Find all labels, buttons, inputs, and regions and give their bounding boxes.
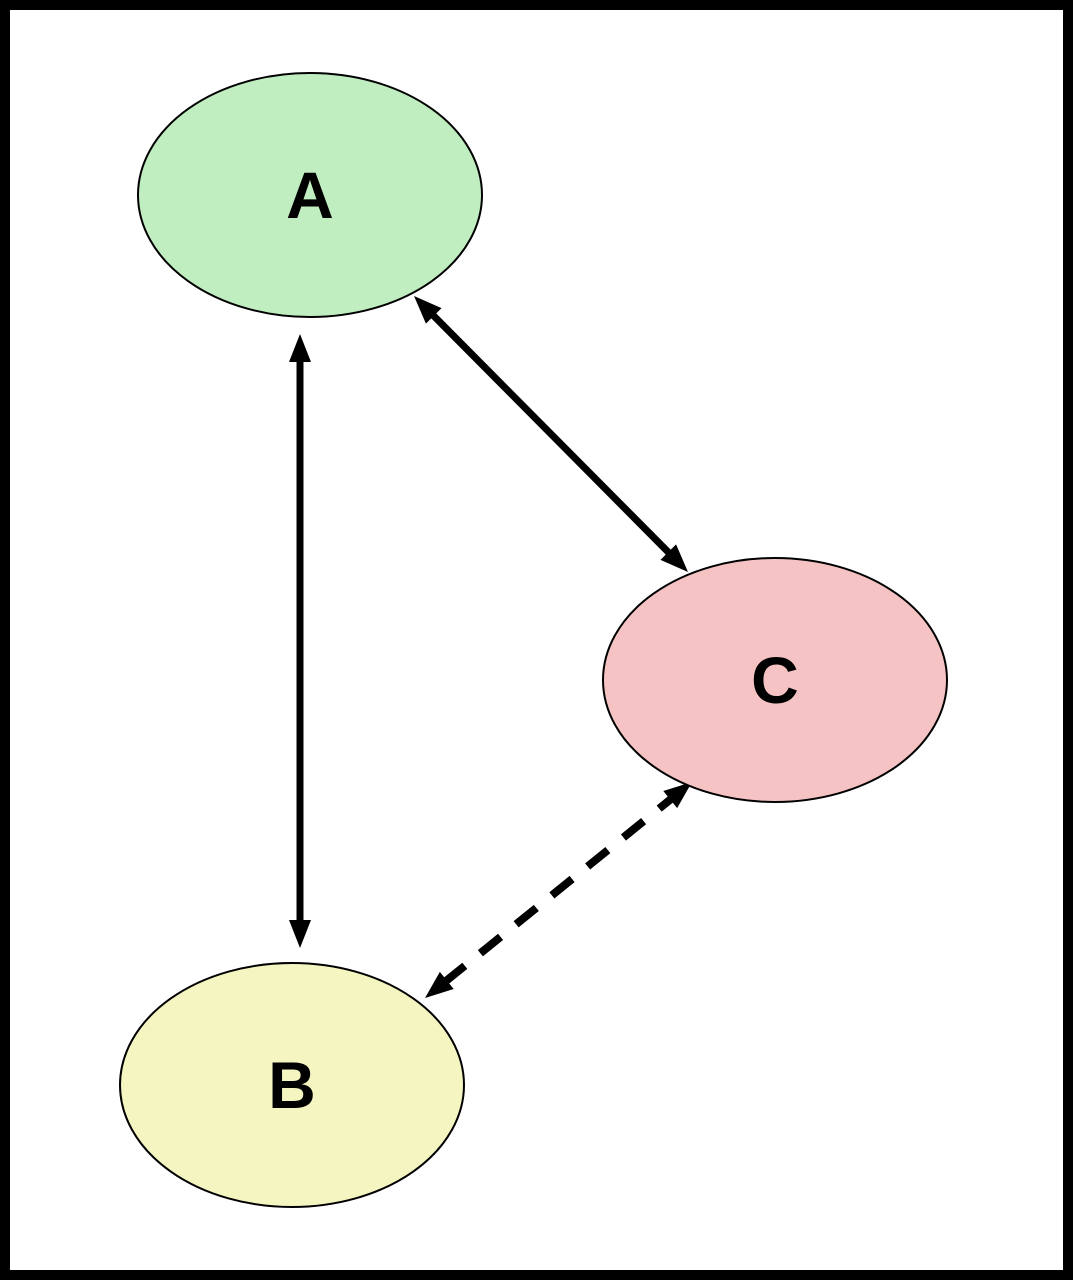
node-label: B [268, 1048, 316, 1122]
node-label: C [751, 643, 799, 717]
node-A: A [138, 73, 482, 317]
node-C: C [603, 558, 947, 802]
diagram-container: A C B [0, 0, 1073, 1280]
network-diagram: A C B [0, 0, 1073, 1280]
node-label: A [286, 158, 334, 232]
node-B: B [120, 963, 464, 1207]
